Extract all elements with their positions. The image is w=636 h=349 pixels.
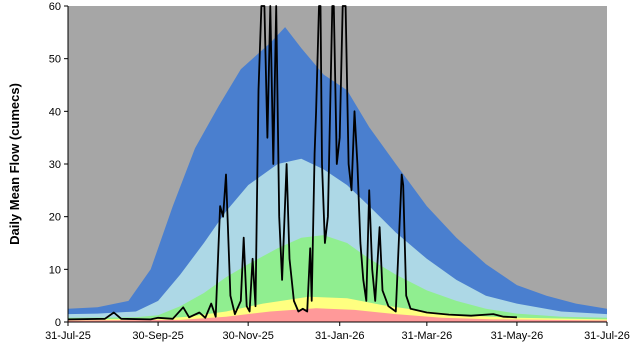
x-tick-label: 31-Mar-26 <box>401 330 452 342</box>
plot-area: 0 10 20 30 40 50 60 31-Jul-25 30-Sep-25 30-Nov-25… <box>45 1 630 342</box>
x-tick-label: 31-Jan-26 <box>315 330 365 342</box>
flow-series-line-1 <box>67 5 517 321</box>
flow-band-5 <box>68 308 607 322</box>
y-axis-title: Daily Mean Flow (cumecs) <box>7 83 22 245</box>
x-tick-label: 30-Nov-25 <box>222 330 273 342</box>
y-tick-label: 50 <box>49 54 61 66</box>
y-tick-label: 10 <box>49 264 61 276</box>
y-tick-label: 20 <box>49 212 61 224</box>
x-tick-label: 31-Jul-25 <box>45 330 91 342</box>
flow-band-3 <box>68 235 607 322</box>
x-tick-label: 31-Jul-26 <box>584 330 630 342</box>
x-tick-label: 30-Sep-25 <box>132 330 183 342</box>
y-tick-label: 0 <box>55 317 61 329</box>
y-tick-label: 40 <box>49 106 61 118</box>
x-tick-label: 31-May-26 <box>491 330 544 342</box>
y-tick-label: 30 <box>49 159 61 171</box>
y-tick-label: 60 <box>49 1 61 13</box>
